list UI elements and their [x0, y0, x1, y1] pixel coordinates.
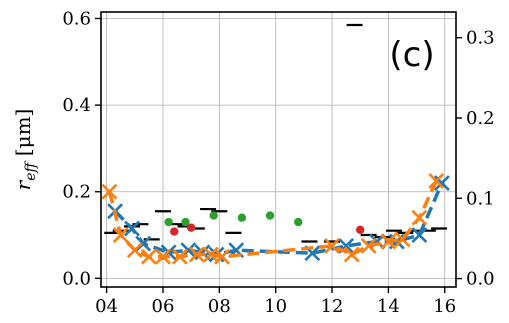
x-tick-label: 10	[264, 296, 287, 317]
dot-marker	[265, 211, 275, 220]
x-marker	[214, 248, 231, 265]
x-marker	[124, 220, 140, 237]
y2-tick-label: 0.2	[466, 108, 495, 129]
y-tick-label: 0.6	[62, 8, 91, 29]
dot-marker	[209, 211, 218, 220]
x-marker	[380, 233, 397, 250]
y2-tick-label: 0.0	[466, 269, 495, 290]
x-marker	[101, 183, 118, 200]
x-marker	[411, 227, 428, 243]
x-tick-label: 16	[433, 296, 456, 317]
dot-marker	[170, 227, 179, 236]
x-tick-label: 14	[377, 296, 400, 317]
y2-tick-label: 0.1	[466, 188, 495, 209]
x-marker	[112, 227, 129, 243]
series-layer	[101, 23, 450, 265]
x-marker	[188, 246, 205, 263]
x-marker	[411, 209, 428, 226]
dot-marker	[237, 213, 247, 222]
panel-label: (c)	[389, 35, 434, 75]
x-marker	[135, 235, 152, 252]
x-marker	[126, 242, 143, 259]
series-4	[101, 172, 445, 265]
x-tick-label: 08	[208, 296, 231, 317]
x-marker	[343, 246, 360, 263]
x-tick-label: 04	[95, 296, 118, 317]
x-marker	[394, 231, 411, 248]
x-marker	[140, 248, 157, 265]
series-3	[107, 175, 450, 263]
x-tick-label: 06	[152, 296, 175, 317]
series-line	[107, 180, 438, 259]
plot-frame	[100, 11, 457, 288]
y-axis-label-group: reff [μm]	[11, 109, 39, 191]
x-marker	[324, 237, 340, 254]
dot-marker	[181, 217, 190, 227]
dot-marker	[164, 217, 173, 227]
dot-marker	[356, 225, 365, 235]
y2-tick-label: 0.3	[466, 28, 495, 49]
x-marker	[360, 237, 377, 254]
axes: 04 06 08 10 12 14 16 0.0 0.2 0.4 0.6 0.0 0.1 0.2 0.3	[62, 8, 494, 317]
dot-marker	[186, 223, 196, 232]
y-axis-label: reff [μm]	[11, 109, 39, 191]
x-tick-label: 12	[321, 296, 344, 317]
x-marker	[171, 248, 188, 265]
series-1	[164, 211, 303, 227]
y-tick-label: 0.0	[62, 268, 91, 289]
dot-marker	[294, 217, 303, 227]
x-marker	[155, 248, 171, 265]
grid	[101, 12, 456, 287]
y-tick-label: 0.2	[62, 182, 91, 203]
x-marker	[428, 172, 445, 189]
series-2	[170, 223, 365, 236]
y-tick-label: 0.4	[62, 95, 91, 116]
